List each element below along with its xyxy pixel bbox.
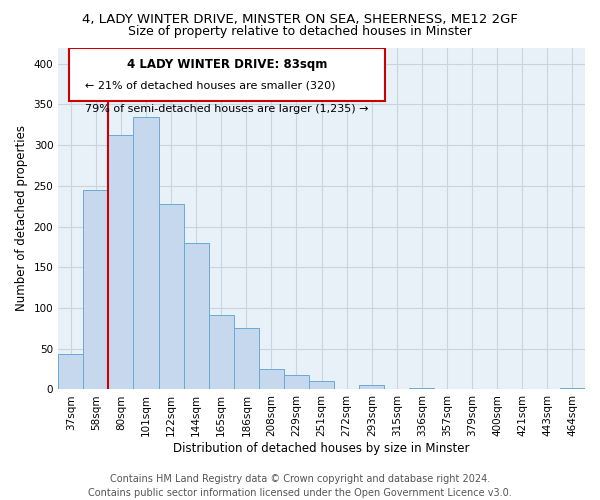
Bar xyxy=(58,354,83,390)
Bar xyxy=(209,316,234,390)
FancyBboxPatch shape xyxy=(69,48,385,100)
Bar xyxy=(109,134,133,390)
Bar xyxy=(184,243,209,390)
Y-axis label: Number of detached properties: Number of detached properties xyxy=(15,126,28,312)
Text: 79% of semi-detached houses are larger (1,235) →: 79% of semi-detached houses are larger (… xyxy=(85,104,368,114)
Bar xyxy=(133,116,158,390)
Bar xyxy=(309,382,334,390)
Text: Contains HM Land Registry data © Crown copyright and database right 2024.
Contai: Contains HM Land Registry data © Crown c… xyxy=(88,474,512,498)
Bar xyxy=(409,388,434,390)
Text: ← 21% of detached houses are smaller (320): ← 21% of detached houses are smaller (32… xyxy=(85,80,335,90)
Bar xyxy=(560,388,585,390)
Text: 4 LADY WINTER DRIVE: 83sqm: 4 LADY WINTER DRIVE: 83sqm xyxy=(127,58,327,71)
Text: Size of property relative to detached houses in Minster: Size of property relative to detached ho… xyxy=(128,25,472,38)
Bar xyxy=(284,375,309,390)
Bar xyxy=(158,204,184,390)
Bar xyxy=(359,386,385,390)
Text: 4, LADY WINTER DRIVE, MINSTER ON SEA, SHEERNESS, ME12 2GF: 4, LADY WINTER DRIVE, MINSTER ON SEA, SH… xyxy=(82,12,518,26)
X-axis label: Distribution of detached houses by size in Minster: Distribution of detached houses by size … xyxy=(173,442,470,455)
Bar xyxy=(83,190,109,390)
Bar xyxy=(259,369,284,390)
Bar xyxy=(234,328,259,390)
